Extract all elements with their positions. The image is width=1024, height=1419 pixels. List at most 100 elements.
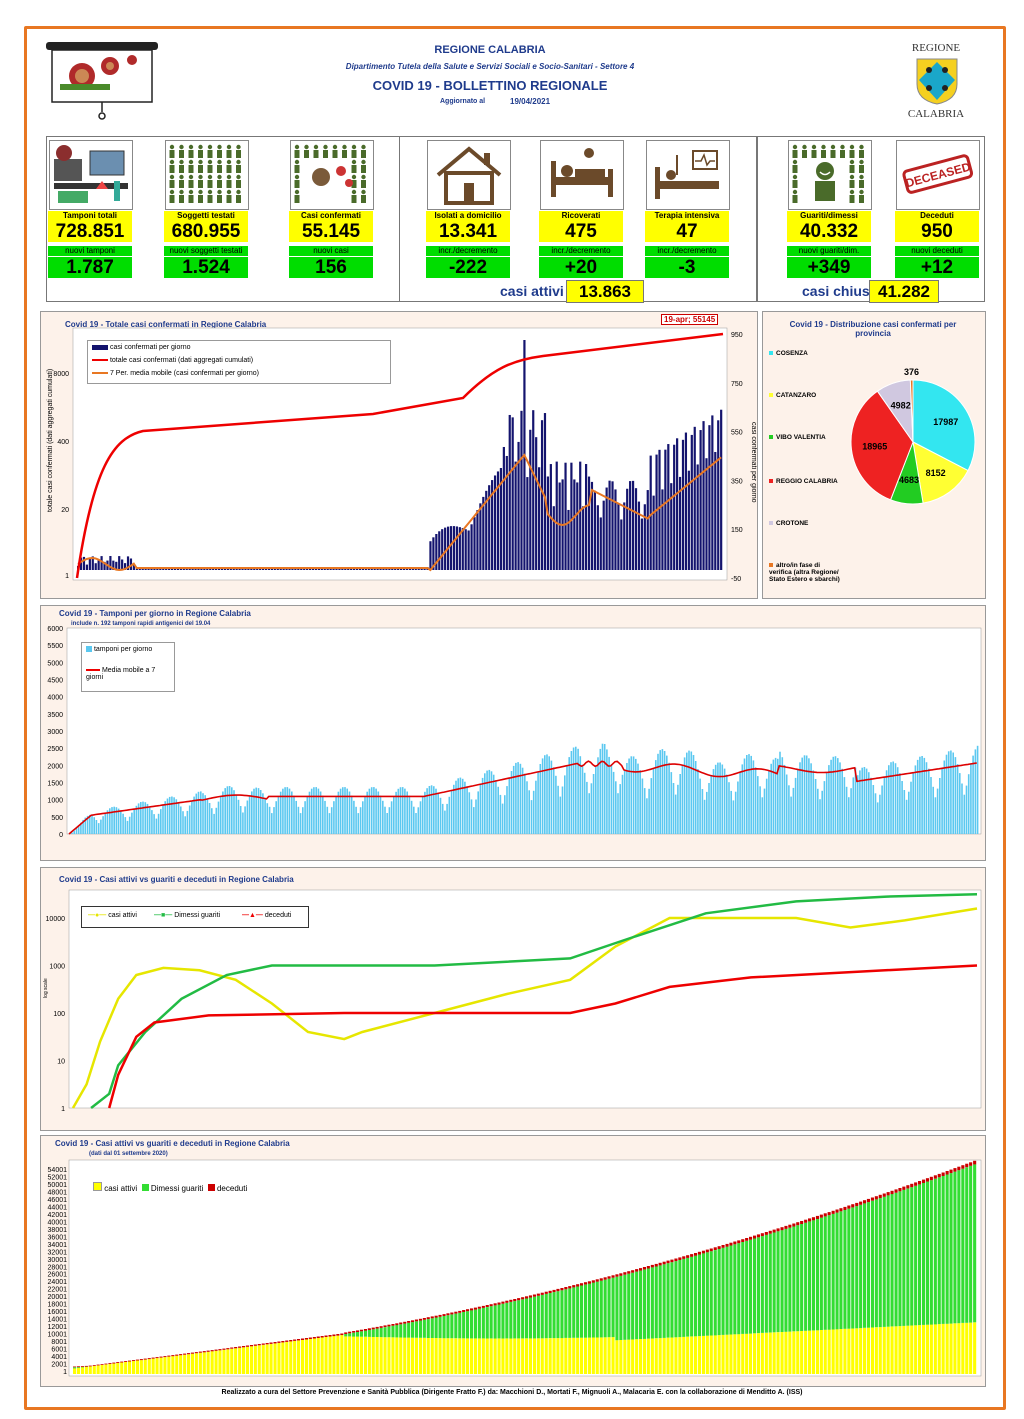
chart3-ytick: 1500 <box>47 781 63 788</box>
chart1-ytick-right: -50 <box>731 576 741 583</box>
chart3-moving-average <box>68 760 977 835</box>
chart5-ytick: 8001 <box>51 1339 67 1346</box>
chart1-ytick-right: 950 <box>731 332 743 339</box>
card-5-sub: incr./decremento <box>539 246 623 256</box>
chart4-deceased-line <box>107 964 978 1109</box>
virus-illustration <box>46 40 160 120</box>
home-isolation-icon <box>427 140 511 210</box>
chart3-ytick: 4500 <box>47 678 63 685</box>
chart1-ytick-right: 150 <box>731 527 743 534</box>
footer-credits: Realizzato a cura del Settore Prevenzion… <box>221 1389 803 1396</box>
chart4-legend: —●— casi attivi —■— Dimessi guariti —▲— … <box>81 906 309 928</box>
card-6-value: 47 <box>645 221 729 242</box>
chart4-title: Covid 19 - Casi attivi vs guariti e dece… <box>59 875 294 884</box>
chart5-ytick: 32001 <box>48 1249 68 1256</box>
intensive-care-icon <box>646 140 730 210</box>
chart3-ytick: 3000 <box>47 729 63 736</box>
card-7-value: 40.332 <box>787 221 871 242</box>
chart5-legend-deceased: deceduti <box>216 1184 248 1193</box>
chart1-legend-bars: casi confermati per giorno <box>109 344 191 351</box>
pie-legend-label: COSENZA <box>776 350 808 357</box>
chart1-cumulative-line <box>75 332 724 579</box>
card-4-delta: -222 <box>426 257 510 278</box>
province-pie-chart: Covid 19 - Distribuzione casi confermati… <box>762 311 986 599</box>
chart3-ytick: 1000 <box>47 798 63 805</box>
chart5-ytick: 10001 <box>48 1332 68 1339</box>
active-cases-label: casi attivi <box>500 283 564 299</box>
pie-slices <box>850 379 976 505</box>
pie-slice-6 <box>909 379 914 443</box>
chart4-legend-active: casi attivi <box>108 912 137 919</box>
card-5-value: 475 <box>539 221 623 242</box>
chart3-legend-tests: tamponi per giorno <box>93 646 153 653</box>
card-7-label: Guariti/dimessi <box>787 211 871 221</box>
chart4-legend-recovered: Dimessi guariti <box>174 912 221 919</box>
chart3-title: Covid 19 - Tamponi per giorno in Regione… <box>59 609 251 618</box>
pie-value-4: 18965 <box>862 442 887 452</box>
chart1-ytick-left: 400 <box>57 439 69 446</box>
card-6-label: Terapia intensiva <box>645 211 729 221</box>
pie-legend-label: CATANZARO <box>776 392 817 399</box>
updated-label: Aggiornato al <box>440 98 486 105</box>
people-tested-icon <box>165 140 249 210</box>
card-7-sub: nuovi guariti/dim. <box>787 246 871 256</box>
card-3-sub: nuovi casi <box>289 246 373 256</box>
pie-value-2: 8152 <box>926 468 946 478</box>
chart5-ytick: 16001 <box>48 1309 68 1316</box>
chart3-legend-avg: Media mobile a 7 giorni <box>86 667 156 681</box>
chart1-legend-moving-avg: 7 Per. media mobile (casi confermati per… <box>109 370 259 377</box>
card-7-delta: +349 <box>787 257 871 278</box>
closed-cases-value: 41.282 <box>869 280 939 303</box>
active-vs-recovered-stacked-chart: Covid 19 - Casi attivi vs guariti e dece… <box>40 1135 986 1387</box>
chart1-legend: casi confermati per giorno totale casi c… <box>87 340 391 384</box>
chart3-ytick: 500 <box>51 815 63 822</box>
chart1-ylabel-left: totale casi confermati (dati aggregati c… <box>47 369 54 512</box>
pie-legend-item: CATANZARO <box>769 392 843 399</box>
chart1-ytick-right: 350 <box>731 478 743 485</box>
chart5-ytick: 44001 <box>48 1204 68 1211</box>
chart4-active-line <box>71 907 978 1109</box>
pie-value-3: 4683 <box>899 475 919 485</box>
card-8-sub: nuovi deceduti <box>895 246 979 256</box>
card-1-delta: 1.787 <box>48 257 132 278</box>
card-3-delta: 156 <box>289 257 373 278</box>
pie-legend-label: REGGIO CALABRIA <box>776 478 838 485</box>
chart4-ytick: 1000 <box>49 964 65 971</box>
chart3-note: include n. 192 tamponi rapidi antigenici… <box>71 621 211 627</box>
chart5-ytick: 42001 <box>48 1212 68 1219</box>
chart3-ytick: 2500 <box>47 746 63 753</box>
chart1-moving-average <box>77 453 722 572</box>
pie-legend-label: VIBO VALENTIA <box>776 434 826 441</box>
card-6-sub: incr./decremento <box>645 246 729 256</box>
card-4-value: 13.341 <box>426 221 510 242</box>
card-3-value: 55.145 <box>289 221 373 242</box>
chart5-legend-recovered: Dimessi guariti <box>150 1184 204 1193</box>
card-2-label: Soggetti testati <box>164 211 248 221</box>
pie-legend-label: CROTONE <box>776 520 809 527</box>
recovered-icon <box>788 140 872 210</box>
card-8-value: 950 <box>895 221 979 242</box>
chart5-ytick: 26001 <box>48 1272 68 1279</box>
pie-legend-item: COSENZA <box>769 350 843 357</box>
chart5-ytick: 40001 <box>48 1219 68 1226</box>
page-frame <box>24 26 1006 1410</box>
chart3-ytick: 3500 <box>47 712 63 719</box>
chart5-ytick: 48001 <box>48 1189 68 1196</box>
tests-per-day-chart: Covid 19 - Tamponi per giorno in Regione… <box>40 605 986 861</box>
chart4-ytick: 10000 <box>46 916 66 923</box>
chart5-ytick: 52001 <box>48 1174 68 1181</box>
chart1-ytick-left: 20 <box>61 507 69 514</box>
chart4-recovered-line <box>90 893 978 1109</box>
chart1-callout: 19-apr; 55145 <box>661 314 719 325</box>
confirmed-cases-icon <box>290 140 374 210</box>
chart5-ytick: 4001 <box>51 1354 67 1361</box>
chart3-ytick: 5000 <box>47 660 63 667</box>
chart5-ytick: 28001 <box>48 1264 68 1271</box>
pie-value-6: 376 <box>904 367 919 377</box>
chart3-bars <box>71 743 979 834</box>
chart5-legend-active: casi attivi <box>104 1184 138 1193</box>
chart5-ytick: 46001 <box>48 1197 68 1204</box>
page-title: COVID 19 - BOLLETTINO REGIONALE <box>372 78 608 93</box>
hospitalized-icon <box>540 140 624 210</box>
card-2-value: 680.955 <box>164 221 248 242</box>
